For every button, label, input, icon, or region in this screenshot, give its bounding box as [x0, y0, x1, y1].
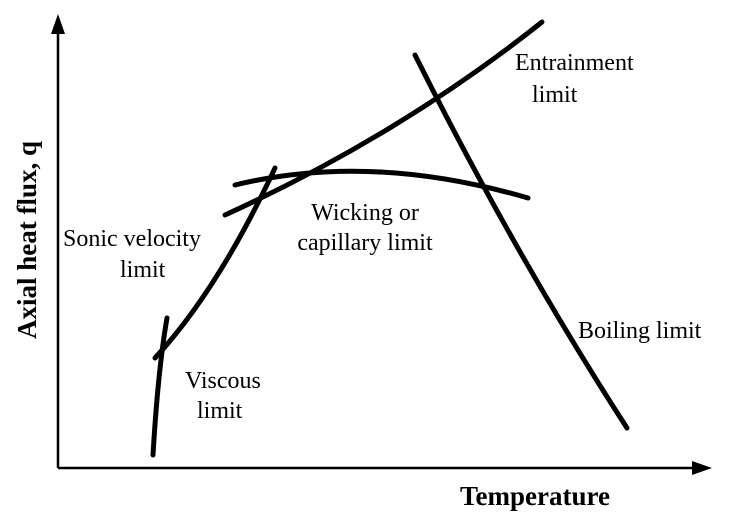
curve-label: limit — [197, 398, 243, 424]
y-axis-label: Axial heat flux, q — [12, 141, 42, 339]
boiling-curve — [412, 52, 630, 431]
curve-label: Viscous — [185, 368, 261, 394]
curve-label: capillary limit — [297, 230, 433, 256]
viscous-curve — [150, 315, 170, 458]
entrainment-curve — [222, 19, 545, 218]
curve-label: limit — [532, 82, 578, 108]
curve-label: Entrainment — [515, 50, 634, 76]
curve-label: Sonic velocity — [63, 226, 201, 252]
wicking-curve — [232, 168, 531, 201]
x-axis-label: Temperature — [460, 481, 610, 511]
sonic-curve — [152, 165, 278, 361]
curve-label: Boiling limit — [578, 318, 702, 344]
y-axis-arrow — [51, 14, 65, 34]
curve-label: limit — [120, 257, 166, 283]
x-axis-arrow — [692, 461, 712, 475]
curve-label: Wicking or — [311, 200, 419, 226]
